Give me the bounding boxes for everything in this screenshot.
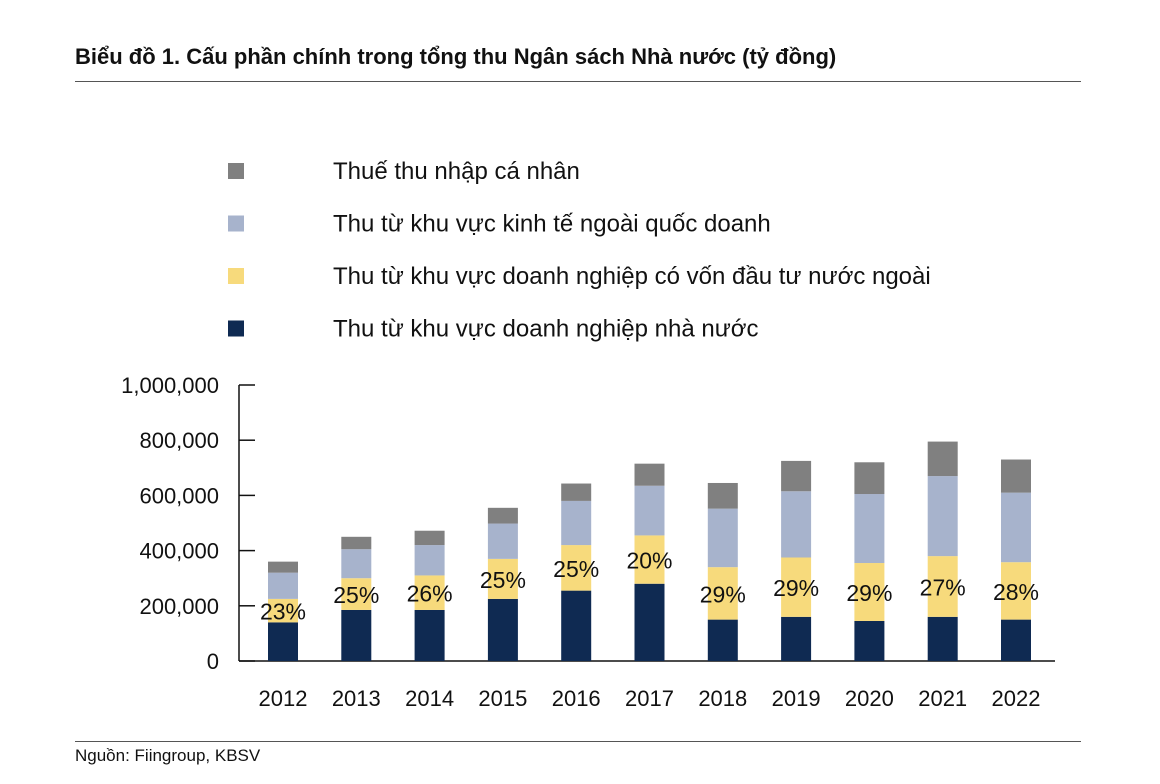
legend-label: Thu từ khu vực doanh nghiệp nhà nước [333, 316, 759, 343]
bar-segment [487, 598, 518, 661]
x-tick-label: 2017 [625, 686, 674, 711]
bar-segment [268, 598, 298, 623]
bar-segment [414, 545, 445, 576]
bar-segment [414, 575, 445, 610]
data-label: 20% [626, 548, 672, 574]
x-tick-label: 2021 [918, 686, 967, 711]
bar-segment [781, 557, 812, 617]
bar-segment [1001, 562, 1031, 620]
bar-segment [487, 523, 518, 559]
bar-segment [634, 463, 665, 486]
data-label: 26% [407, 581, 453, 607]
legend-label: Thu từ khu vực doanh nghiệp có vốn đầu t… [333, 263, 931, 290]
bar-segment [707, 619, 738, 661]
chart-data-labels: 23% 25% 26% 25% 25% 20% 29% 29% 29% 27% 28% [260, 548, 1039, 625]
bar-segment [561, 590, 592, 661]
legend-label: Thu từ khu vực kinh tế ngoài quốc doanh [333, 211, 771, 238]
bar-segment [927, 556, 958, 617]
bar-segment [634, 583, 665, 661]
data-label: 28% [993, 579, 1039, 605]
bar-segment [561, 483, 592, 501]
y-tick-label: 0 [207, 649, 219, 674]
y-tick-label: 400,000 [139, 539, 219, 564]
bar-segment [561, 545, 592, 591]
x-tick-label: 2016 [552, 686, 601, 711]
bar-segment [487, 558, 518, 599]
bar-segment [1001, 619, 1031, 661]
bar-segment [781, 491, 812, 558]
data-label: 23% [260, 599, 306, 625]
bar-segment [927, 441, 958, 477]
bar-segment [707, 482, 738, 509]
y-tick-label: 600,000 [139, 483, 219, 508]
data-label: 25% [480, 567, 526, 593]
data-label: 25% [333, 582, 379, 608]
chart-axes: 1,000,000 800,000 600,000 400,000 200,000 0 20… [121, 373, 1055, 711]
bar-segment [854, 462, 885, 495]
x-tick-label: 2012 [259, 686, 308, 711]
legend-label: Thuế thu nhập cá nhân [333, 158, 580, 185]
bar-segment [781, 616, 812, 661]
bar-segment [341, 578, 372, 610]
bar-segment [268, 622, 298, 661]
chart-bars [268, 441, 1031, 661]
chart-title: Biểu đồ 1. Cấu phần chính trong tổng thu… [75, 44, 837, 69]
x-tick-label: 2015 [478, 686, 527, 711]
chart-legend: Thuế thu nhập cá nhân Thu từ khu vực kinh… [228, 158, 931, 343]
data-label: 29% [846, 580, 892, 606]
title-divider [75, 81, 1081, 82]
data-label: 27% [920, 574, 966, 600]
bar-segment [487, 507, 518, 524]
bar-segment [781, 460, 812, 492]
x-tick-label: 2020 [845, 686, 894, 711]
x-tick-label: 2013 [332, 686, 381, 711]
legend-swatch [228, 215, 244, 232]
bar-segment [927, 616, 958, 661]
bar-segment [854, 563, 885, 621]
data-label: 29% [700, 581, 746, 607]
bar-segment [341, 549, 372, 579]
bar-segment [268, 572, 298, 599]
legend-swatch [228, 268, 244, 284]
x-tick-label: 2018 [698, 686, 747, 711]
bar-segment [268, 561, 298, 573]
bar-segment [414, 609, 445, 661]
bar-segment [634, 535, 665, 584]
bar-segment [561, 500, 592, 546]
bar-segment [634, 485, 665, 536]
bar-segment [707, 567, 738, 620]
y-tick-label: 1,000,000 [121, 373, 219, 398]
data-label: 25% [553, 556, 599, 582]
legend-swatch [228, 320, 244, 337]
data-label: 29% [773, 575, 819, 601]
bar-segment [414, 530, 445, 546]
x-tick-label: 2014 [405, 686, 454, 711]
y-tick-label: 800,000 [139, 428, 219, 453]
bar-segment [707, 508, 738, 568]
bar-segment [1001, 492, 1031, 563]
bar-segment [341, 609, 372, 661]
source-note: Nguồn: Fiingroup, KBSV [75, 746, 261, 765]
x-tick-label: 2022 [992, 686, 1041, 711]
bar-segment [854, 620, 885, 661]
x-tick-label: 2019 [772, 686, 821, 711]
bar-segment [927, 476, 958, 557]
bar-segment [1001, 459, 1031, 493]
legend-swatch [228, 163, 244, 179]
bar-segment [341, 536, 372, 550]
y-tick-label: 200,000 [139, 594, 219, 619]
footer-divider [75, 741, 1081, 742]
bar-segment [854, 494, 885, 564]
